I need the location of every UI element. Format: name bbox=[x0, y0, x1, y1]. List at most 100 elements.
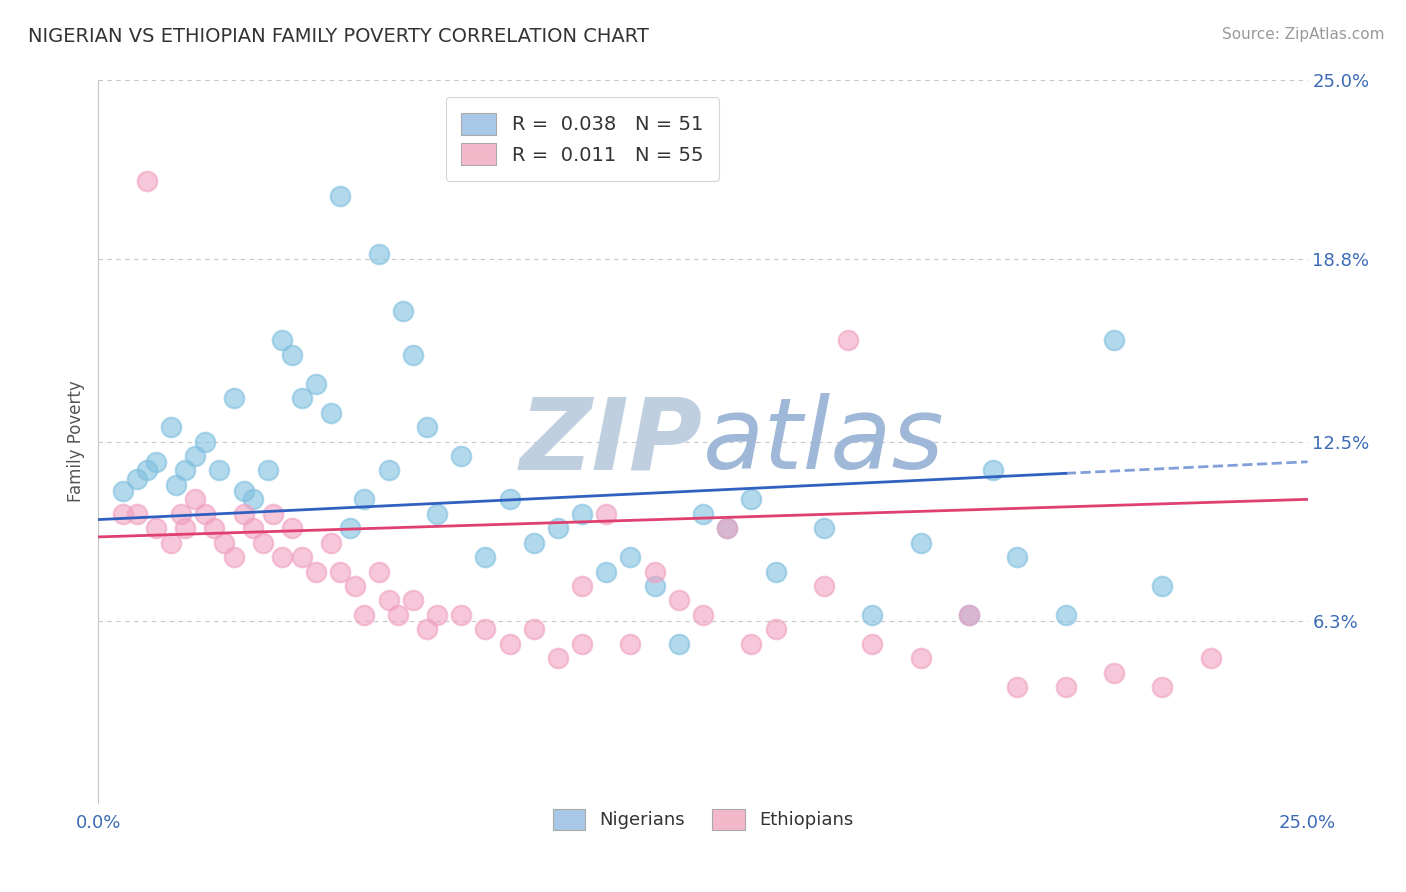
Text: atlas: atlas bbox=[703, 393, 945, 490]
Point bbox=[474, 550, 496, 565]
Point bbox=[174, 521, 197, 535]
Point bbox=[402, 348, 425, 362]
Point bbox=[232, 507, 254, 521]
Point bbox=[571, 507, 593, 521]
Point bbox=[145, 521, 167, 535]
Point bbox=[644, 579, 666, 593]
Point bbox=[498, 637, 520, 651]
Point bbox=[1007, 680, 1029, 694]
Point bbox=[1054, 607, 1077, 622]
Point bbox=[204, 521, 226, 535]
Point bbox=[498, 492, 520, 507]
Point bbox=[1102, 665, 1125, 680]
Point bbox=[668, 637, 690, 651]
Point bbox=[160, 535, 183, 549]
Point bbox=[165, 478, 187, 492]
Point bbox=[426, 507, 449, 521]
Point bbox=[1152, 579, 1174, 593]
Point bbox=[692, 607, 714, 622]
Point bbox=[271, 334, 294, 348]
Point bbox=[135, 463, 157, 477]
Point bbox=[339, 521, 361, 535]
Point bbox=[212, 535, 235, 549]
Point bbox=[547, 651, 569, 665]
Point bbox=[262, 507, 284, 521]
Point bbox=[402, 593, 425, 607]
Point bbox=[256, 463, 278, 477]
Point bbox=[252, 535, 274, 549]
Point bbox=[222, 391, 245, 405]
Point bbox=[222, 550, 245, 565]
Point bbox=[387, 607, 409, 622]
Point bbox=[368, 246, 391, 260]
Text: NIGERIAN VS ETHIOPIAN FAMILY POVERTY CORRELATION CHART: NIGERIAN VS ETHIOPIAN FAMILY POVERTY COR… bbox=[28, 27, 650, 45]
Point bbox=[910, 535, 932, 549]
Point bbox=[242, 521, 264, 535]
Point bbox=[595, 507, 617, 521]
Point bbox=[319, 535, 342, 549]
Point bbox=[716, 521, 738, 535]
Point bbox=[160, 420, 183, 434]
Point bbox=[194, 507, 217, 521]
Point bbox=[329, 189, 352, 203]
Point bbox=[619, 637, 641, 651]
Y-axis label: Family Poverty: Family Poverty bbox=[66, 381, 84, 502]
Point bbox=[740, 637, 762, 651]
Point bbox=[595, 565, 617, 579]
Point bbox=[184, 449, 207, 463]
Point bbox=[644, 565, 666, 579]
Point bbox=[668, 593, 690, 607]
Point bbox=[392, 304, 415, 318]
Point bbox=[208, 463, 231, 477]
Point bbox=[232, 483, 254, 498]
Point bbox=[981, 463, 1004, 477]
Point bbox=[860, 637, 883, 651]
Point bbox=[194, 434, 217, 449]
Point bbox=[450, 449, 472, 463]
Point bbox=[127, 507, 149, 521]
Point bbox=[135, 174, 157, 188]
Legend: Nigerians, Ethiopians: Nigerians, Ethiopians bbox=[546, 802, 860, 837]
Point bbox=[910, 651, 932, 665]
Point bbox=[957, 607, 980, 622]
Point bbox=[619, 550, 641, 565]
Point bbox=[716, 521, 738, 535]
Point bbox=[319, 406, 342, 420]
Point bbox=[523, 623, 546, 637]
Point bbox=[368, 565, 391, 579]
Point bbox=[111, 507, 134, 521]
Point bbox=[184, 492, 207, 507]
Point bbox=[127, 472, 149, 486]
Point bbox=[271, 550, 294, 565]
Point bbox=[290, 391, 312, 405]
Point bbox=[145, 455, 167, 469]
Point bbox=[169, 507, 191, 521]
Point bbox=[377, 593, 399, 607]
Point bbox=[1102, 334, 1125, 348]
Point bbox=[242, 492, 264, 507]
Point bbox=[111, 483, 134, 498]
Point bbox=[377, 463, 399, 477]
Point bbox=[740, 492, 762, 507]
Point bbox=[281, 348, 304, 362]
Point bbox=[305, 565, 328, 579]
Text: Source: ZipAtlas.com: Source: ZipAtlas.com bbox=[1222, 27, 1385, 42]
Point bbox=[174, 463, 197, 477]
Point bbox=[305, 376, 328, 391]
Point bbox=[523, 535, 546, 549]
Point bbox=[765, 565, 787, 579]
Point bbox=[860, 607, 883, 622]
Point bbox=[813, 521, 835, 535]
Point bbox=[474, 623, 496, 637]
Point bbox=[353, 492, 375, 507]
Text: ZIP: ZIP bbox=[520, 393, 703, 490]
Point bbox=[837, 334, 859, 348]
Point bbox=[426, 607, 449, 622]
Point bbox=[281, 521, 304, 535]
Point bbox=[765, 623, 787, 637]
Point bbox=[1054, 680, 1077, 694]
Point bbox=[329, 565, 352, 579]
Point bbox=[416, 623, 439, 637]
Point bbox=[290, 550, 312, 565]
Point bbox=[1007, 550, 1029, 565]
